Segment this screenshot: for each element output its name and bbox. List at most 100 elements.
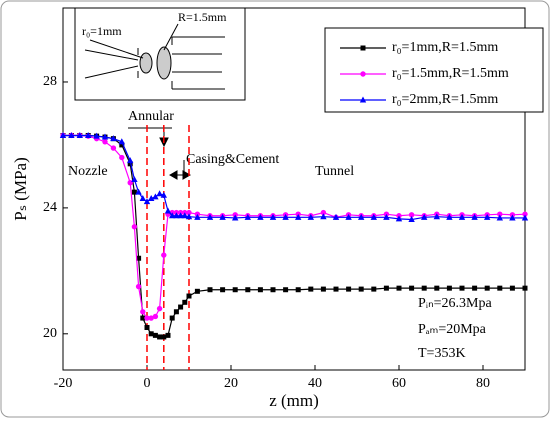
marker (194, 288, 200, 294)
marker (359, 96, 367, 103)
marker (295, 287, 301, 293)
marker (484, 285, 490, 291)
marker (358, 286, 364, 292)
marker (257, 213, 264, 220)
marker (169, 315, 175, 321)
marker (360, 71, 366, 77)
marker (182, 299, 188, 305)
marker (245, 287, 251, 293)
y-tick-label: 24 (43, 200, 57, 215)
marker (496, 214, 503, 221)
marker (269, 213, 277, 220)
marker (509, 214, 516, 221)
marker (135, 283, 142, 290)
marker (160, 191, 167, 198)
marker (152, 313, 159, 320)
marker (169, 212, 176, 219)
marker (59, 131, 67, 138)
marker (446, 285, 452, 291)
annotation: Pₐₘ=20Mpa (418, 322, 487, 337)
marker (383, 285, 389, 291)
marker (156, 190, 163, 197)
marker (148, 331, 154, 337)
marker (110, 145, 117, 151)
marker (446, 213, 453, 220)
marker (143, 198, 151, 205)
marker (156, 305, 163, 312)
marker (472, 285, 478, 291)
marker (471, 213, 478, 220)
legend-box (324, 27, 544, 113)
y-tick-label: 28 (43, 74, 57, 89)
inset-label: R=1.5mm (178, 10, 227, 24)
marker (383, 213, 390, 220)
annotation: Tunnel (315, 164, 354, 179)
annotation: Annular (128, 109, 174, 124)
x-tick-label: 0 (144, 376, 151, 391)
marker (283, 287, 289, 293)
marker (144, 325, 150, 331)
marker (308, 286, 314, 292)
marker (186, 209, 192, 216)
marker (119, 142, 125, 148)
marker (295, 213, 302, 220)
x-tick-label: 60 (392, 376, 406, 391)
marker (345, 213, 352, 220)
x-tick-label: 20 (224, 376, 238, 391)
marker (484, 213, 491, 220)
marker (157, 334, 163, 340)
marker (164, 207, 172, 214)
marker (521, 214, 529, 221)
legend-label: r₀=1mm,R=1.5mm (392, 40, 498, 55)
marker (131, 224, 138, 230)
marker (173, 309, 179, 315)
marker (522, 211, 528, 217)
marker (232, 287, 238, 293)
marker (110, 135, 117, 142)
inset-diagram (74, 7, 246, 101)
marker (434, 285, 440, 291)
marker (148, 315, 154, 321)
marker (206, 213, 214, 220)
marker (173, 212, 180, 219)
marker (370, 213, 377, 220)
marker (220, 287, 226, 293)
marker (458, 213, 466, 220)
marker (93, 132, 100, 139)
marker (408, 212, 415, 218)
marker (181, 212, 188, 219)
marker (85, 131, 92, 138)
marker (161, 252, 167, 258)
annotation: Pᵢₙ=26.3Mpa (418, 296, 492, 311)
marker (127, 161, 133, 167)
marker (320, 209, 327, 216)
marker (409, 285, 415, 291)
marker (177, 212, 184, 219)
marker (152, 193, 159, 200)
marker (371, 286, 377, 292)
marker (139, 194, 146, 201)
marker (320, 213, 327, 220)
legend-label: r₀=1.5mm,R=1.5mm (392, 66, 509, 81)
marker (152, 332, 158, 338)
y-tick-label: 20 (43, 326, 57, 341)
plot-frame (62, 7, 526, 371)
annotation: Casing&Cement (186, 152, 279, 167)
marker (127, 157, 134, 164)
marker (131, 189, 137, 195)
marker (360, 45, 366, 51)
marker (161, 334, 167, 340)
annotation: T=353K (418, 346, 466, 361)
marker (102, 139, 108, 145)
marker (127, 180, 133, 186)
marker (165, 332, 171, 338)
marker (433, 213, 440, 220)
marker (194, 213, 201, 220)
marker (186, 293, 192, 299)
marker (421, 285, 427, 291)
marker (144, 315, 150, 321)
y-axis-label: Pₛ (MPa) (11, 157, 30, 220)
marker (140, 309, 146, 315)
series-line (63, 134, 525, 221)
